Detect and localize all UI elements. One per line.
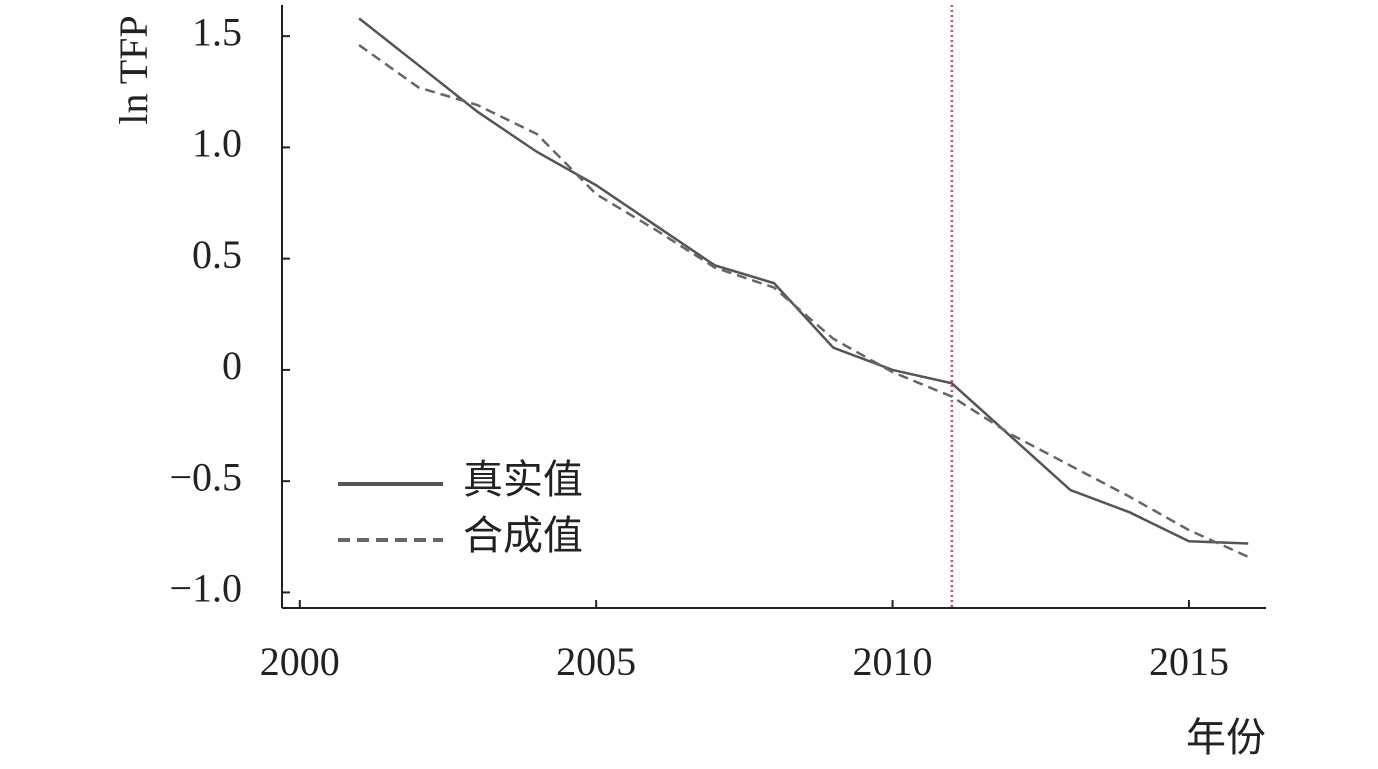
x-tick-label: 2015: [1149, 639, 1229, 684]
x-tick-label: 2005: [556, 639, 636, 684]
y-axis-label: ln TFP: [111, 15, 156, 124]
y-tick-label: 0: [222, 343, 242, 388]
legend-label: 真实值: [463, 457, 583, 502]
y-tick-label: 1.0: [192, 121, 242, 166]
series-line: [358, 44, 1249, 558]
y-tick-label: 1.5: [192, 9, 242, 54]
x-tick-label: 2010: [853, 639, 933, 684]
legend-label: 合成值: [463, 513, 583, 558]
x-axis-label: 年份: [1186, 715, 1266, 760]
y-tick-label: −1.0: [169, 566, 242, 611]
series-line: [358, 17, 1249, 545]
x-tick-label: 2000: [260, 639, 340, 684]
y-tick-label: −0.5: [169, 454, 242, 499]
y-tick-label: 0.5: [192, 232, 242, 277]
